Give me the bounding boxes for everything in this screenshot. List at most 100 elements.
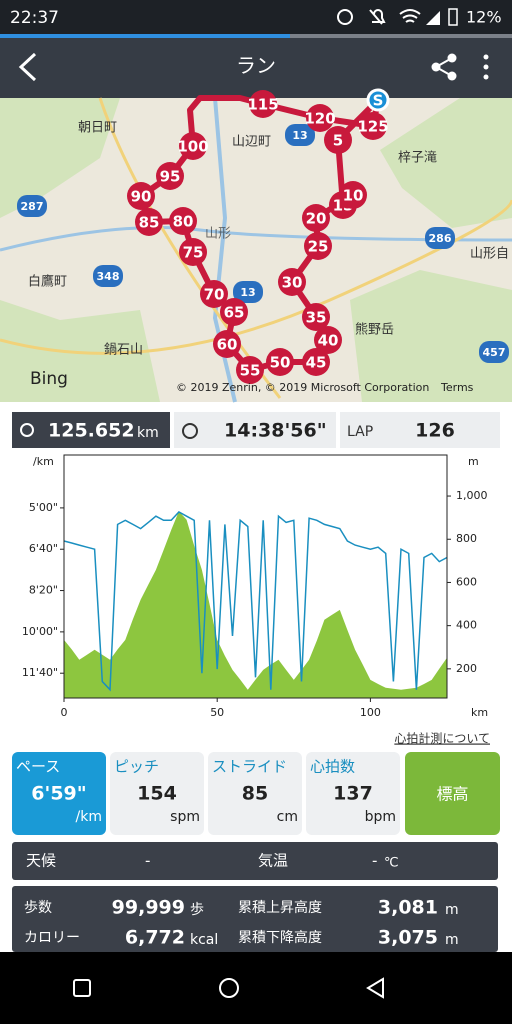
weather-label: 天候 [26, 852, 56, 870]
route-marker [266, 348, 294, 376]
card-unit: bpm [365, 809, 396, 825]
road-number: 348 [97, 270, 120, 283]
recents-button[interactable] [73, 979, 91, 997]
lap-label: LAP [347, 424, 373, 440]
stat-unit: m [445, 902, 459, 918]
stat-label: 累積上昇高度 [238, 899, 322, 916]
route-marker [156, 162, 184, 190]
route-marker [220, 298, 248, 326]
home-button[interactable] [219, 978, 239, 998]
marker-label: 125 [357, 118, 388, 136]
progress-rest [290, 34, 512, 38]
time-value: 14:38'56" [224, 420, 327, 442]
progress [0, 34, 290, 38]
status-bar [0, 0, 512, 34]
battery-icon [448, 8, 458, 26]
map-terms[interactable]: Terms [440, 381, 474, 394]
signal-icon [426, 11, 440, 25]
app-bar [0, 38, 512, 98]
temperature-value: - [372, 852, 377, 870]
marker-label: 120 [304, 110, 335, 128]
road-shield [285, 124, 315, 146]
metric-card[interactable] [110, 752, 204, 835]
metric-card[interactable] [306, 752, 400, 835]
y-axis-unit: /km [33, 455, 54, 468]
card-unit: spm [170, 809, 200, 825]
weather-value: - [145, 852, 150, 870]
place-label: 白鷹町 [28, 274, 67, 290]
marker-label: 115 [247, 96, 278, 114]
nav-bar [0, 952, 512, 1024]
marker-label: 5 [333, 132, 343, 150]
route-marker [324, 126, 352, 154]
route-marker [236, 356, 264, 384]
distance-tab[interactable] [12, 412, 170, 448]
y2-axis-unit: m [468, 455, 479, 468]
distance-value: 125.652 [48, 420, 135, 442]
y2-tick-label: 600 [456, 575, 477, 588]
heart-rate-link[interactable]: 心拍計測について [394, 731, 490, 746]
road-number: 287 [21, 200, 44, 213]
stat-value: 99,999 [112, 897, 185, 919]
card-label: 心拍数 [310, 758, 355, 776]
y-tick-label: 10'00" [22, 625, 58, 638]
y-tick-label: 8'20" [29, 584, 58, 597]
back-button[interactable] [18, 52, 37, 82]
x-tick-label: 0 [61, 706, 68, 719]
pace-line [63, 511, 448, 692]
marker-label: 55 [240, 362, 261, 380]
share-button[interactable] [431, 53, 457, 81]
lap-tab[interactable] [340, 412, 500, 448]
marker-label: 50 [270, 354, 291, 372]
weather-row [12, 842, 498, 880]
marker-label: 75 [183, 244, 204, 262]
stat-unit: 歩 [190, 902, 204, 918]
metric-card[interactable] [208, 752, 302, 835]
stat-label: 累積下降高度 [238, 929, 322, 946]
stat-label: カロリー [24, 930, 80, 946]
route-marker [179, 132, 207, 160]
stats-box [12, 886, 498, 952]
back-nav-button[interactable] [366, 977, 384, 999]
card-unit: cm [277, 809, 298, 825]
time-tab[interactable] [174, 412, 336, 448]
metric-card[interactable] [12, 752, 106, 835]
route-marker [304, 232, 332, 260]
place-label: 山辺町 [232, 135, 271, 150]
stat-value: 3,075 [378, 927, 438, 949]
route-marker [169, 207, 197, 235]
marker-label: 25 [308, 238, 329, 256]
place-label: 朝日町 [78, 121, 117, 136]
alarm-icon [337, 9, 353, 25]
menu-button[interactable] [483, 54, 489, 80]
metric-card[interactable] [405, 752, 500, 835]
card-label: ピッチ [114, 758, 159, 776]
y-tick-label: 11'40" [22, 666, 58, 679]
road-number: 286 [429, 232, 452, 245]
marker-label: S [373, 92, 384, 110]
y2-tick-label: 1,000 [456, 489, 488, 502]
mute-icon [369, 9, 386, 25]
x-tick-label: 50 [210, 706, 224, 719]
route-marker [339, 181, 367, 209]
place-label: 梓子滝 [398, 151, 437, 166]
map[interactable] [0, 97, 512, 403]
marker-label: 95 [160, 168, 181, 186]
card-unit: /km [76, 809, 102, 825]
route-marker [127, 182, 155, 210]
marker-label: 100 [177, 138, 208, 156]
road-number: 13 [240, 286, 255, 299]
stat-label: 歩数 [24, 900, 52, 916]
road-shield [93, 265, 123, 287]
x-tick-label: 100 [360, 706, 381, 719]
route-marker [179, 238, 207, 266]
route-marker [278, 268, 306, 296]
route-marker [359, 112, 387, 140]
card-label: 標高 [436, 785, 468, 804]
card-value: 85 [242, 783, 268, 805]
map-provider: Bing [30, 369, 68, 389]
road-shield [233, 281, 263, 303]
marker-label: 40 [318, 332, 339, 350]
place-label: 熊野岳 [355, 322, 394, 338]
